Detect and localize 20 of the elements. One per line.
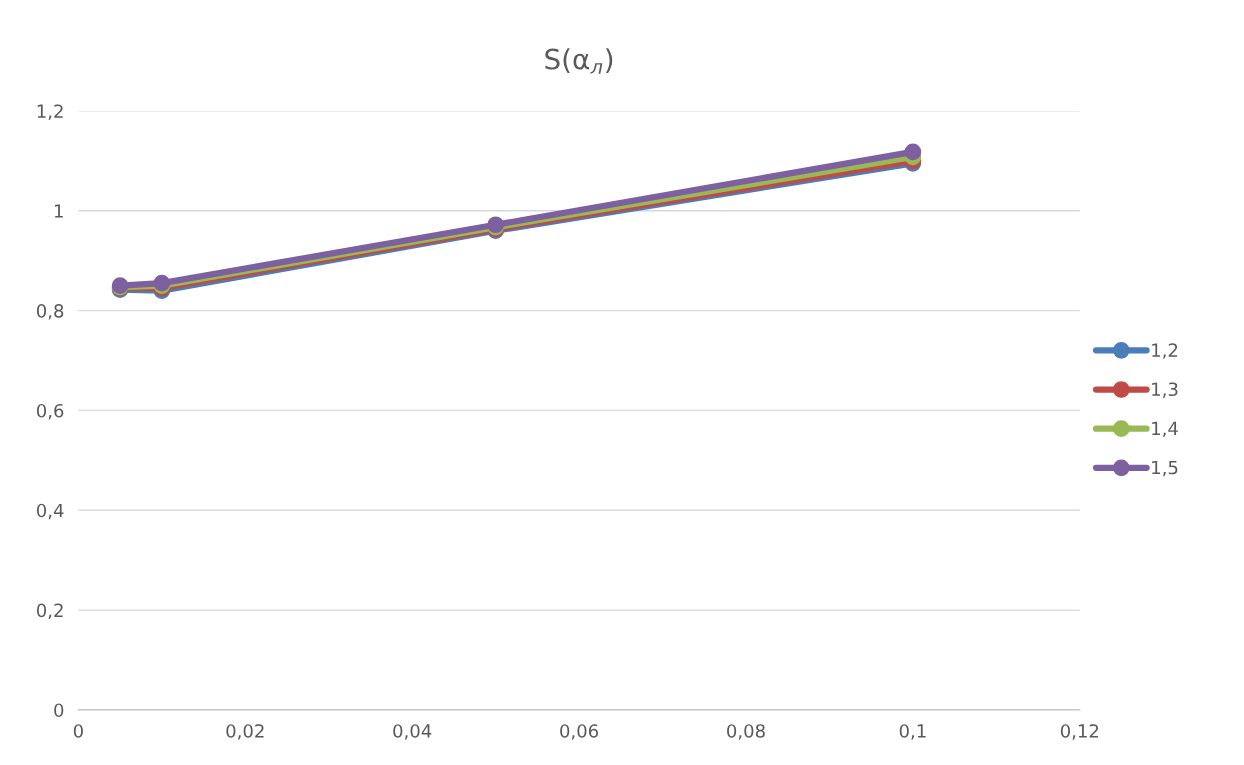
x-tick-label: 0,06 [560, 724, 599, 740]
legend-label: 1,2 [1152, 343, 1178, 359]
y-tick-label: 0,4 [36, 503, 64, 520]
y-tick-label: 0,8 [36, 304, 64, 320]
x-tick-label: 0,02 [226, 724, 264, 740]
x-tick-label: 0,12 [1060, 724, 1099, 740]
y-tick-label: 0,2 [36, 603, 63, 620]
x-tick-label: 0 [73, 724, 83, 738]
legend-label: 1,5 [1152, 460, 1178, 477]
legend-label: 1,3 [1152, 382, 1178, 398]
x-tick-label: 0,08 [727, 724, 765, 740]
y-tick-label: 1,2 [37, 104, 63, 120]
y-tick-label: 0,6 [36, 403, 64, 420]
chart-title: S(α$_{л}$) [545, 48, 613, 74]
point [904, 143, 922, 161]
y-tick-label: 1 [54, 204, 63, 218]
x-tick-label: 0,04 [393, 724, 432, 740]
x-tick-label: 0,1 [899, 724, 926, 740]
legend-label: 1,4 [1152, 421, 1178, 438]
y-tick-label: 0 [54, 703, 64, 718]
